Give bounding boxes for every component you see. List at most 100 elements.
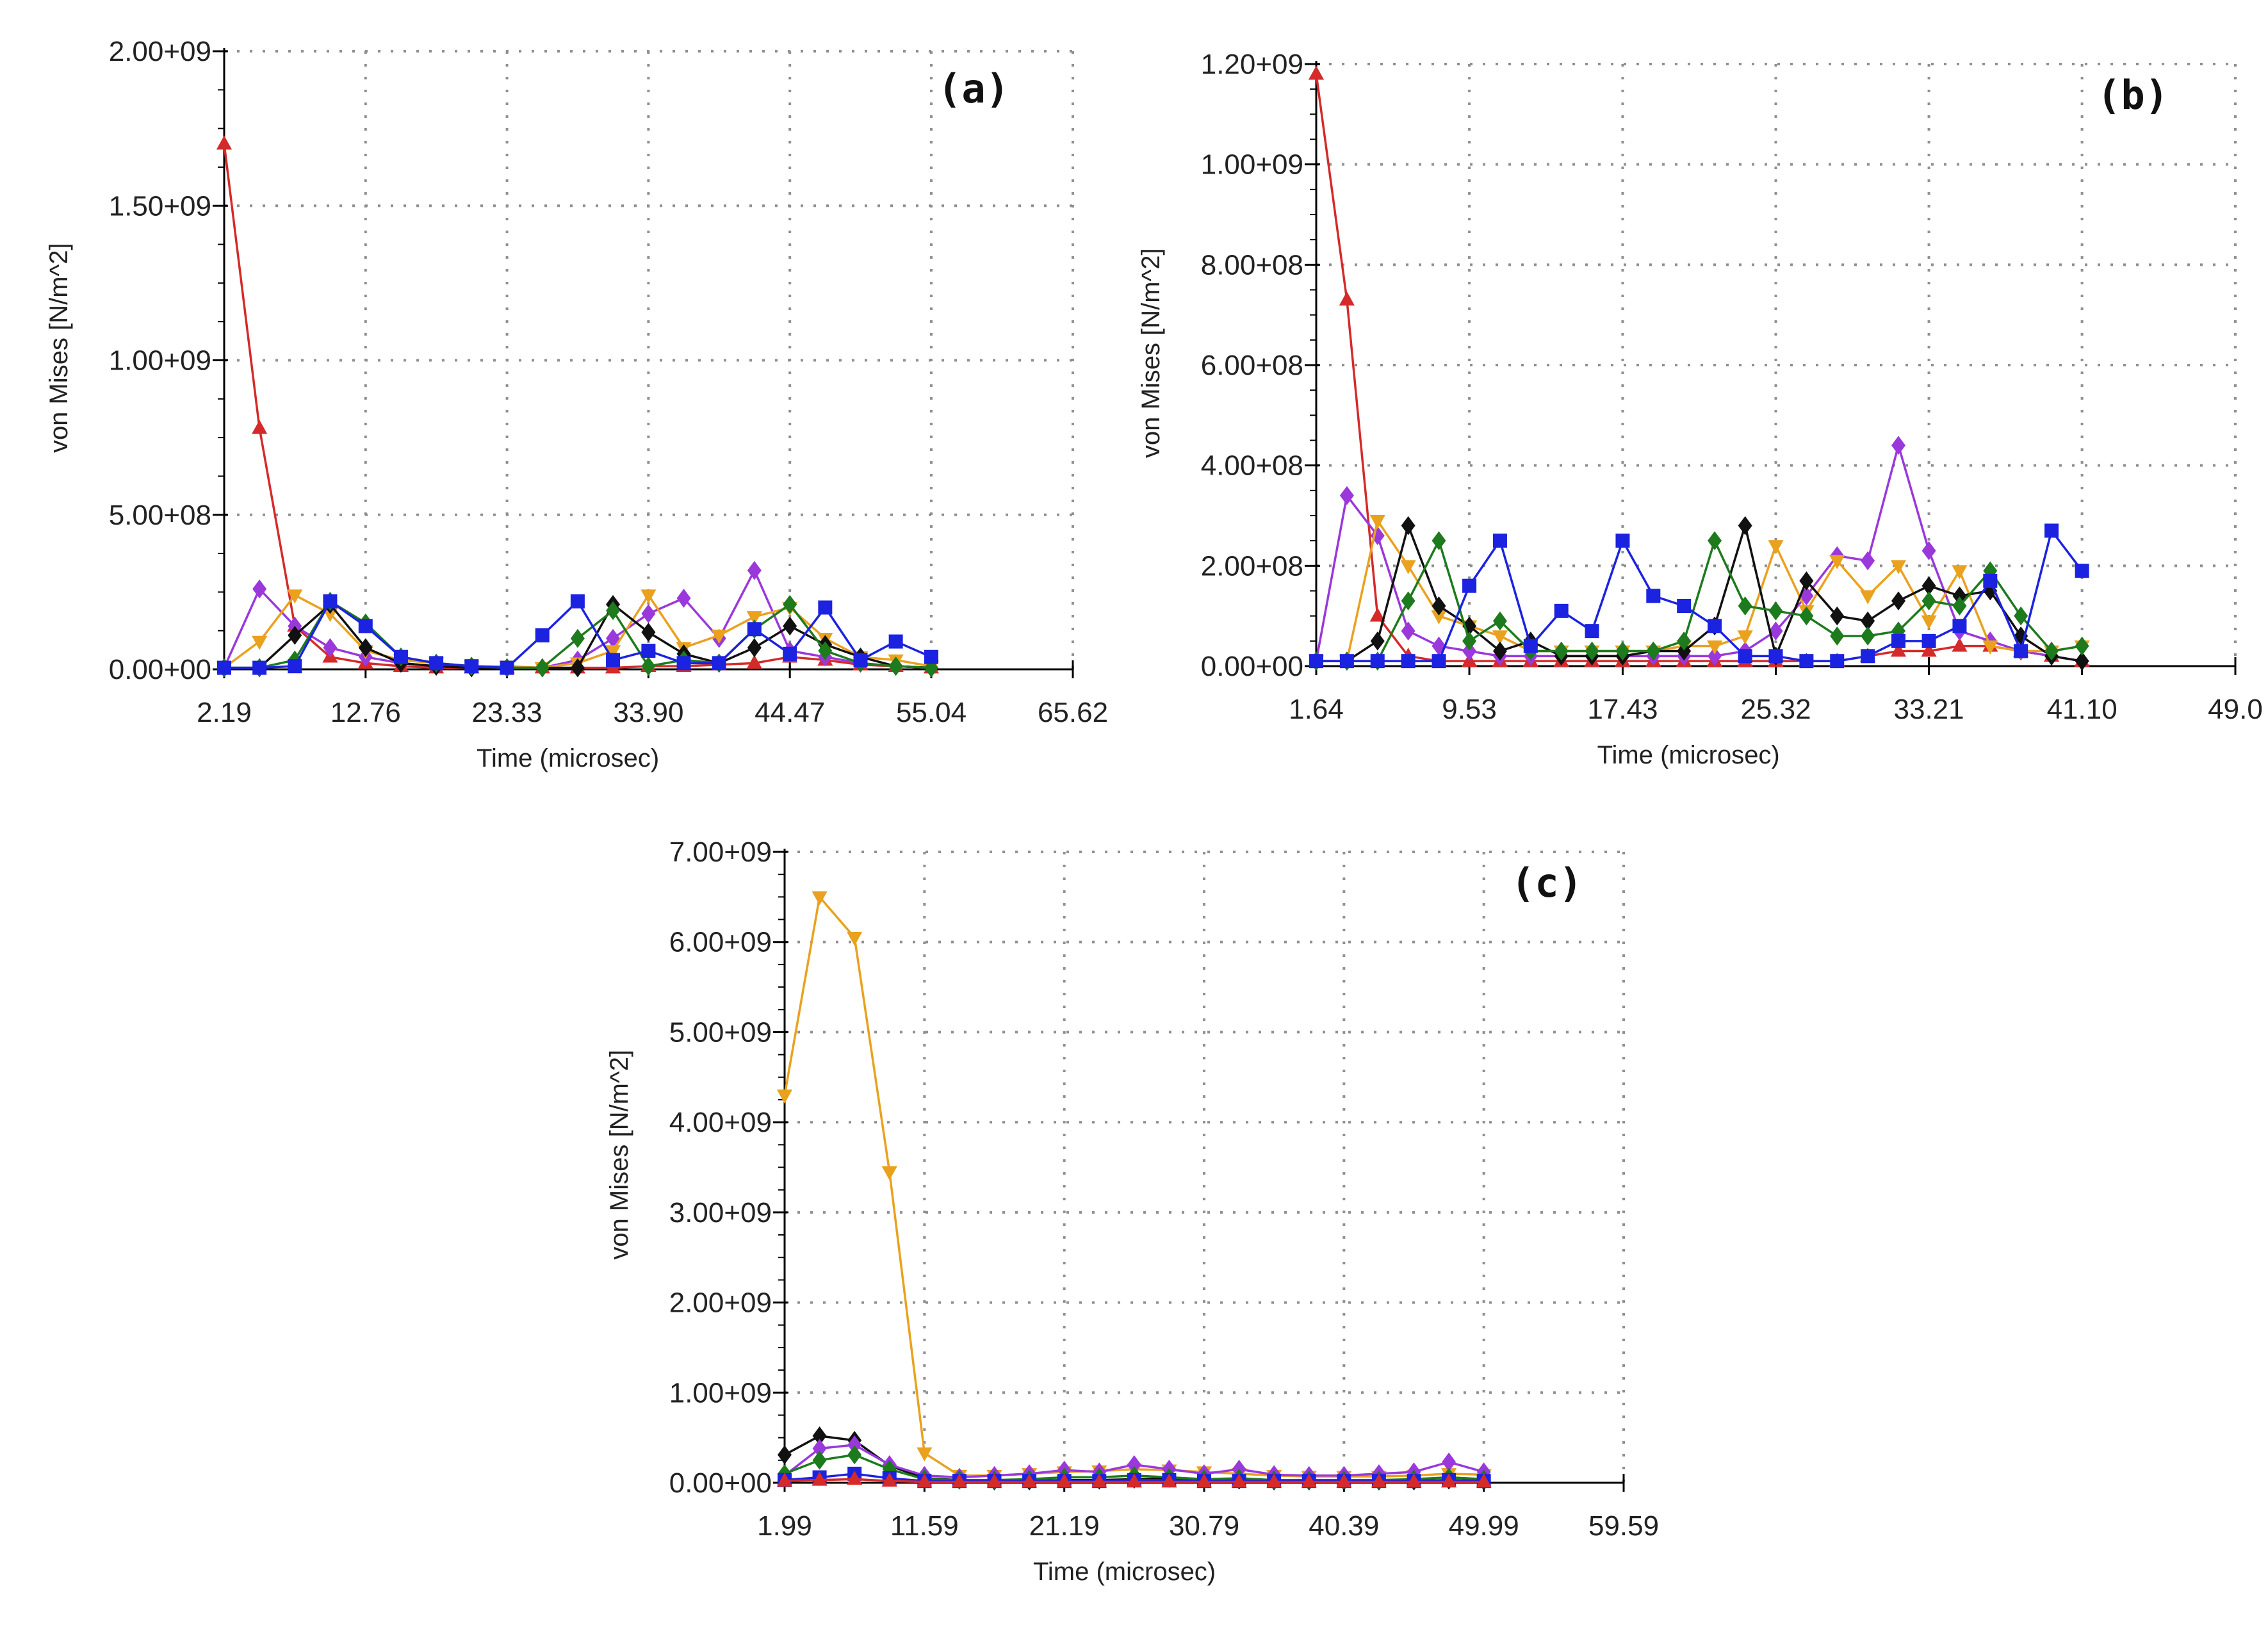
chart-3-x-tick-label: 59.59 [1588,1510,1659,1542]
chart-2-x-tick-label: 33.21 [1894,694,1964,725]
chart-2-x-tick-label: 9.53 [1442,694,1497,725]
chart-2-series-6-point [1677,599,1692,613]
chart-3-series-6 [776,1471,1492,1488]
chart-1-y-tick-label: 0.00+00 [109,654,211,685]
chart-2-y-tick-label: 1.20+09 [1201,49,1303,80]
chart-3-series-6-point [776,1472,793,1487]
chart-2-series-3-point [1492,630,1508,645]
chart-2-series-4-point [1738,516,1752,535]
chart-2-series-4-point [1830,606,1845,626]
chart-1-series-2-point [641,604,656,623]
chart-3-x-tick-label: 11.59 [890,1510,959,1542]
chart-3-series-1-point [917,1447,933,1462]
chart-2-series-1-point [1921,642,1937,657]
chart-1-series-5-point [570,628,585,648]
chart-2-series-6-point [1799,654,1814,669]
chart-2-series-6-point [1646,589,1661,603]
chart-3-series-6-point [1126,1473,1142,1488]
chart-2-series-2-point [1861,551,1875,571]
chart-2-series-5 [1309,531,2089,671]
chart-3-series-6-point [1196,1473,1212,1488]
chart-2-series-5-point [1952,596,1967,616]
chart-2-series-4-point [2075,651,2089,671]
chart-1-series-1-point [216,135,233,150]
chart-2-series-2-point [1921,541,1936,560]
chart-1-series-3-point [605,645,621,660]
chart-3-series-6-point [1231,1473,1247,1488]
chart-2-y-axis-title: von Mises [N/m^2] [1137,248,1165,458]
chart-2-series-5-point [1861,626,1875,646]
chart-3-series-3-point [1442,1452,1456,1472]
chart-3-series-1-point [847,931,863,946]
chart-3-x-tick-label: 49.99 [1449,1510,1519,1542]
chart-2-series-4-point [1401,516,1415,535]
chart-3-series-3-point [847,1435,862,1455]
chart-2-series-2-point [1462,641,1477,661]
chart-2-series-3-point [1768,540,1784,555]
chart-2-x-axis-title: Time (microsec) [1597,741,1780,769]
chart-3-series-6-point [1266,1473,1282,1488]
chart-3-series-6-point [881,1472,897,1487]
chart-3-series-4-point [812,1450,827,1470]
chart-1-series-2-point [747,560,762,580]
chart-1-y-tick-label: 5.00+08 [109,500,211,531]
chart-2-series-5-point [1738,596,1752,616]
chart-1-series-6-point [783,646,797,661]
chart-1-series-3-point [640,589,657,604]
chart-2-series-3-point [1706,640,1723,655]
chart-1-series-4-point [783,616,797,636]
chart-2-series-6-point [2044,523,2059,538]
chart-3-series-2-point [778,1445,792,1465]
chart-1-series-6-point [747,622,762,637]
chart-1-series-6-point [818,600,833,615]
chart-2-series-6-point [1615,534,1630,548]
chart-3-series-3-point [812,1439,827,1458]
chart-3-y-tick-label: 5.00+09 [669,1016,772,1048]
chart-2-series-3-point [1737,630,1753,645]
chart-2-series-6 [1309,523,2089,669]
chart-3-y-axis-title: von Mises [N/m^2] [605,1050,633,1260]
chart-2-series-6-point [1370,654,1385,669]
chart-1-series-6-point [641,644,656,658]
chart-2-series-4-point [1921,576,1936,596]
chart-3-series-6-point [1371,1473,1387,1488]
chart-2-series-2-point [1708,646,1722,666]
chart-1-series-6-point [252,660,267,675]
chart-1-x-tick-label: 2.19 [197,697,252,728]
chart-1-series-4-point [570,658,585,678]
chart-1-series-6-point [924,649,938,664]
chart-2-series-4-point [1891,591,1905,611]
chart-2-series-6-point [1309,654,1323,669]
chart-2-series-4-point [1462,616,1477,636]
chart-1-series-6-point [393,649,408,664]
chart-2-y-tick-label: 6.00+08 [1201,350,1303,381]
chart-1-x-tick-label: 65.62 [1038,697,1108,728]
chart-1-series-3-point [746,611,762,626]
chart-1-series-1-point [746,655,762,669]
chart-2-series-5-point [1830,626,1845,646]
chart-3-series-6-point [917,1473,933,1488]
chart-3-series-6-point [1021,1473,1038,1488]
chart-2-series-6-point [1554,603,1569,618]
chart-1-panel-label: (a) [938,65,1009,112]
chart-2-series-2-point [1401,621,1415,641]
chart-2-series-6-point [1861,649,1875,664]
chart-3-series-2-point [812,1426,827,1446]
chart-2-series-5-point [1768,601,1783,621]
chart-1-series-3-point [711,630,727,644]
chart-1-series-6-point [535,628,550,642]
chart-2-panel-label: (b) [2097,72,2169,118]
chart-2-series-6-point [1462,578,1477,593]
chart-2-series-4-point [1370,631,1385,651]
chart-2-x-tick-label: 25.32 [1740,694,1811,725]
chart-2-series-6-point [1891,633,1905,648]
chart-3-series-6-point [1161,1473,1177,1488]
chart-1-series-6-point [429,656,444,671]
chart-1-series-6-point [358,619,373,633]
chart-2-series-5-point [1921,591,1936,611]
chart-1-series-3-point [252,635,268,650]
chart-2-series-4-point [1677,641,1692,661]
chart-2-series-3-point [1431,610,1447,624]
chart-2-series-3-point [1829,555,1845,569]
